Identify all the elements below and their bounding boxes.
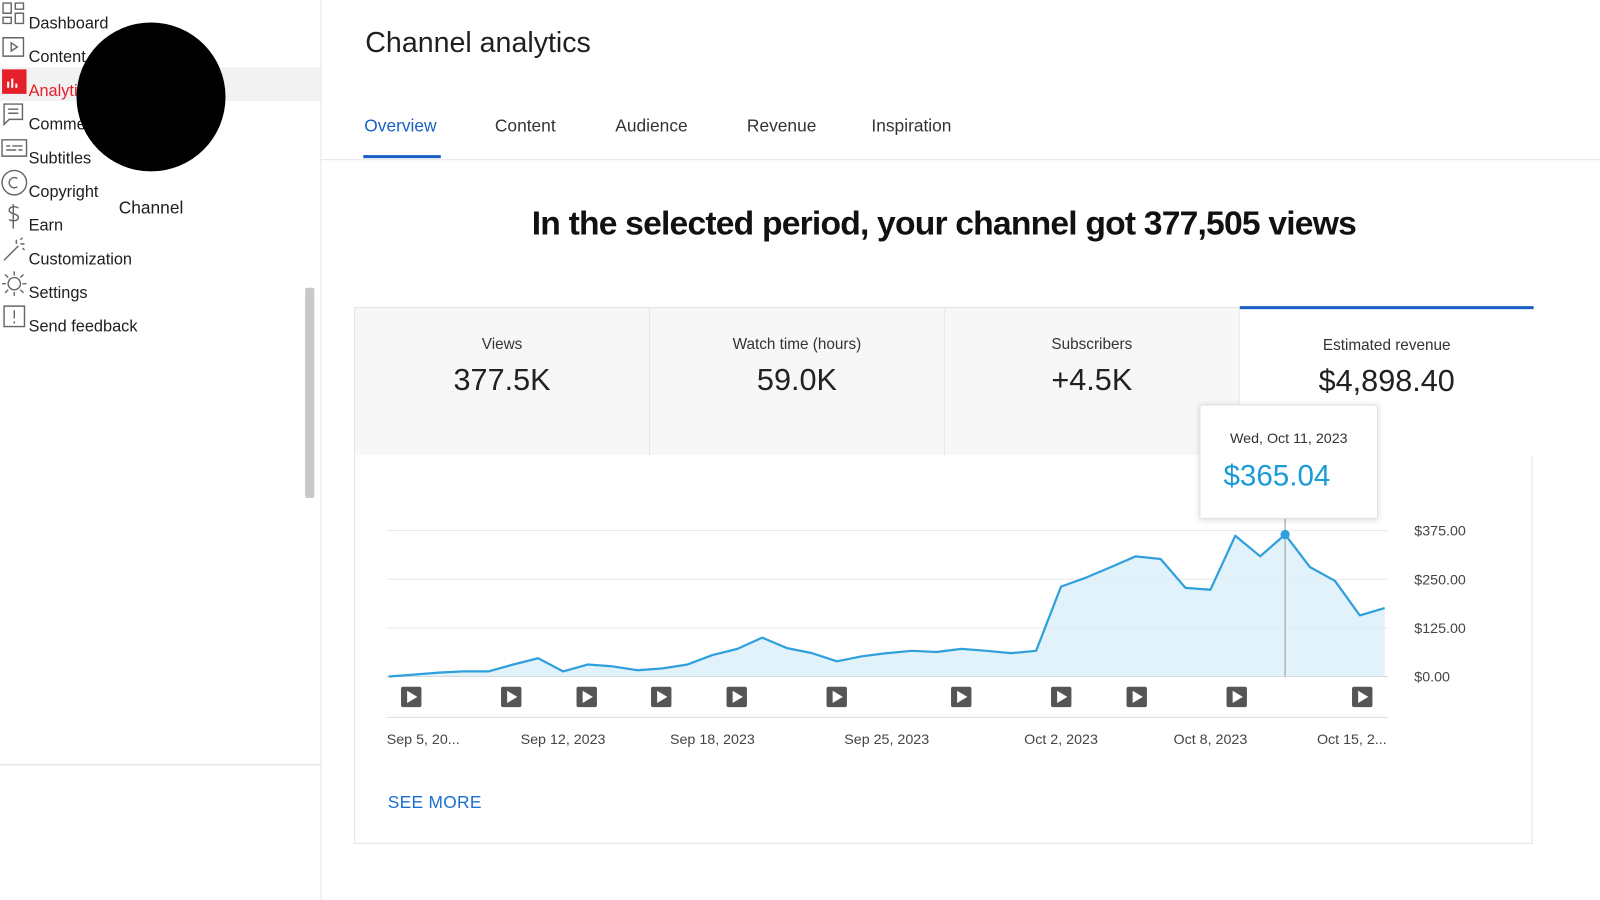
icon-shape	[8, 204, 20, 229]
tooltip-value: $365.04	[1223, 460, 1330, 493]
nav-item[interactable]: Send feedback	[0, 303, 320, 337]
icon-shape	[2, 69, 27, 94]
video-marker-icon	[1132, 690, 1143, 704]
nav-label: Dashboard	[28, 15, 109, 33]
nav-item[interactable]: Customization	[0, 236, 320, 270]
tooltip-date: Wed, Oct 11, 2023	[1230, 431, 1348, 447]
nav-label: Customization	[28, 251, 133, 269]
divider	[0, 764, 321, 766]
metric-tile[interactable]: Watch time (hours) 59.0K	[649, 308, 945, 456]
tabs-divider	[321, 159, 1600, 161]
scrollbar	[305, 287, 315, 498]
video-marker-icon	[957, 690, 968, 704]
metric-label: Subscribers	[1051, 335, 1133, 354]
nav-label: Send feedback	[28, 318, 138, 336]
y-tick-label: $0.00	[1414, 670, 1450, 686]
nav-icon	[8, 204, 20, 229]
channel-name: Channel	[118, 197, 184, 218]
x-tick-label: Oct 8, 2023	[1174, 732, 1248, 748]
video-marker-icon	[1057, 690, 1068, 704]
metric-value: +4.5K	[1051, 363, 1133, 397]
tab[interactable]: Overview	[364, 116, 437, 136]
nav-label: Copyright	[28, 183, 99, 202]
x-tick-label: Sep 12, 2023	[521, 732, 606, 748]
hover-point	[1280, 529, 1290, 540]
page-title: Channel analytics	[365, 26, 591, 59]
headline: In the selected period, your channel got…	[531, 204, 1357, 242]
video-marker-icon	[1232, 690, 1243, 704]
metric-value: $4,898.40	[1318, 364, 1455, 398]
nav-item[interactable]: Subtitles	[0, 135, 320, 169]
nav-icon	[3, 103, 24, 127]
x-tick-label: Sep 18, 2023	[670, 732, 755, 748]
nav-item[interactable]: Settings	[0, 269, 320, 303]
icon-shape	[2, 37, 25, 57]
y-tick-label: $375.00	[1414, 524, 1466, 540]
x-tick-label: Sep 25, 2023	[844, 732, 929, 748]
nav-icon	[3, 237, 25, 261]
video-marker-icon	[657, 690, 668, 704]
y-tick-label: $250.00	[1414, 572, 1466, 588]
tab[interactable]: Audience	[615, 116, 688, 136]
x-tick-label: Oct 2, 2023	[1024, 732, 1098, 748]
icon-shape	[7, 78, 18, 88]
nav-icon	[2, 271, 27, 296]
metric-label: Watch time (hours)	[732, 335, 862, 354]
icon-shape	[2, 271, 27, 296]
icon-shape	[3, 237, 25, 261]
nav-icon	[3, 305, 26, 328]
nav-icon	[2, 2, 25, 25]
icon-shape	[2, 2, 25, 25]
line	[388, 533, 1386, 678]
area	[388, 534, 1385, 677]
channel-avatar[interactable]	[76, 22, 226, 172]
nav-icon	[1, 169, 28, 196]
icon-shape	[3, 305, 26, 328]
metric-label: Estimated revenue	[1322, 336, 1451, 355]
video-marker-icon	[1358, 690, 1369, 704]
icon-shape	[1, 139, 28, 157]
icon-shape	[1, 169, 28, 196]
nav-label: Subtitles	[28, 149, 92, 168]
metric-value: 59.0K	[756, 363, 837, 397]
video-marker-icon	[507, 690, 518, 704]
video-marker-icon	[407, 690, 418, 704]
tab[interactable]: Inspiration	[871, 116, 952, 136]
x-tick-label: Sep 5, 20...	[387, 732, 460, 748]
nav-label: Earn	[28, 217, 64, 235]
sidebar: Channel Dashboard Content Analytics Comment…	[0, 0, 322, 900]
metric-label: Views	[481, 335, 523, 354]
metric-tile[interactable]: Views 377.5K	[355, 308, 650, 456]
metric-value: 377.5K	[453, 363, 551, 397]
nav-label: Content	[28, 48, 86, 67]
tab-underline	[363, 155, 441, 159]
nav-item[interactable]: Content	[0, 34, 320, 68]
x-tick-label: Oct 15, 2...	[1317, 732, 1387, 748]
nav-item[interactable]: Dashboard	[0, 0, 320, 34]
tab[interactable]: Content	[494, 116, 556, 136]
nav-icon	[2, 69, 27, 94]
video-marker-icon	[732, 690, 743, 704]
y-tick-label: $125.00	[1414, 621, 1466, 637]
analytics-card	[354, 307, 1533, 844]
nav-icon	[2, 37, 25, 57]
tooltip	[1199, 404, 1379, 519]
metric-tile[interactable]: Subscribers +4.5K	[944, 308, 1240, 456]
see-more[interactable]: SEE MORE	[387, 792, 482, 813]
nav-icon	[1, 139, 28, 157]
video-marker-icon	[832, 690, 843, 704]
icon-shape	[3, 103, 24, 127]
nav-item[interactable]: Earn	[0, 202, 320, 236]
nav-item[interactable]: Copyright	[0, 168, 320, 202]
video-marker-icon	[582, 690, 593, 704]
nav-label: Settings	[28, 284, 88, 303]
tab[interactable]: Revenue	[746, 116, 817, 136]
